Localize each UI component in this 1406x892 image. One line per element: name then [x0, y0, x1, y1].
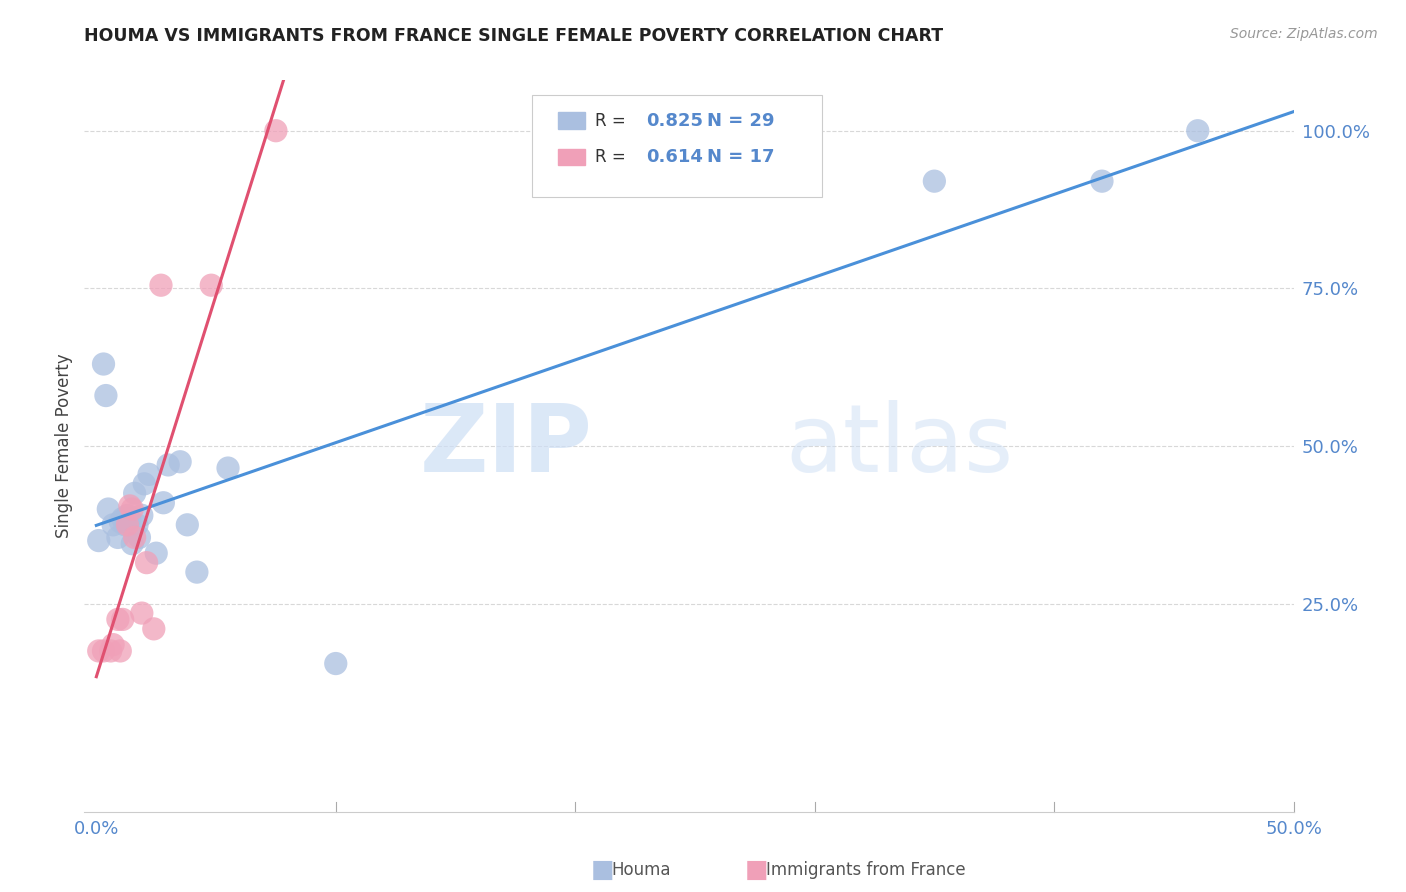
Point — [1091, 174, 1114, 188]
Point — [217, 461, 239, 475]
Point — [157, 458, 180, 472]
FancyBboxPatch shape — [531, 95, 823, 197]
Point — [138, 467, 160, 482]
Point — [93, 644, 115, 658]
Point — [87, 533, 110, 548]
Text: atlas: atlas — [786, 400, 1014, 492]
Point — [145, 546, 167, 560]
Point — [101, 638, 124, 652]
Text: R =: R = — [595, 148, 631, 166]
Point — [264, 124, 287, 138]
Point — [111, 612, 134, 626]
Bar — [558, 149, 585, 165]
Text: ■: ■ — [591, 858, 614, 881]
Point — [118, 511, 141, 525]
Point — [118, 499, 141, 513]
Text: Houma: Houma — [612, 861, 671, 879]
Point — [97, 502, 120, 516]
Point — [93, 357, 115, 371]
Point — [149, 278, 172, 293]
Point — [135, 556, 157, 570]
Point — [176, 517, 198, 532]
Point — [200, 278, 222, 293]
Text: N = 17: N = 17 — [707, 148, 775, 166]
Point — [128, 530, 150, 544]
Text: HOUMA VS IMMIGRANTS FROM FRANCE SINGLE FEMALE POVERTY CORRELATION CHART: HOUMA VS IMMIGRANTS FROM FRANCE SINGLE F… — [84, 27, 943, 45]
Point — [87, 644, 110, 658]
Point — [110, 515, 132, 529]
Point — [325, 657, 347, 671]
Point — [186, 565, 208, 579]
Point — [114, 517, 136, 532]
Point — [117, 508, 139, 523]
Text: ZIP: ZIP — [419, 400, 592, 492]
Text: Source: ZipAtlas.com: Source: ZipAtlas.com — [1230, 27, 1378, 41]
Point — [94, 388, 117, 402]
Text: ■: ■ — [745, 858, 769, 881]
Point — [142, 622, 165, 636]
Point — [152, 496, 174, 510]
Point — [121, 502, 143, 516]
Point — [134, 476, 156, 491]
Text: N = 29: N = 29 — [707, 112, 775, 129]
Point — [117, 517, 139, 532]
Y-axis label: Single Female Poverty: Single Female Poverty — [55, 354, 73, 538]
Point — [124, 486, 146, 500]
Bar — [558, 112, 585, 128]
Point — [101, 517, 124, 532]
Point — [124, 530, 146, 544]
Point — [125, 517, 148, 532]
Point — [924, 174, 946, 188]
Point — [111, 511, 134, 525]
Text: 0.614: 0.614 — [647, 148, 703, 166]
Text: R =: R = — [595, 112, 631, 129]
Point — [107, 612, 129, 626]
Point — [1187, 124, 1209, 138]
Text: 0.825: 0.825 — [647, 112, 703, 129]
Point — [100, 644, 122, 658]
Point — [107, 530, 129, 544]
Point — [131, 606, 153, 620]
Point — [110, 644, 132, 658]
Point — [169, 455, 191, 469]
Point — [131, 508, 153, 523]
Point — [121, 537, 143, 551]
Text: Immigrants from France: Immigrants from France — [766, 861, 966, 879]
